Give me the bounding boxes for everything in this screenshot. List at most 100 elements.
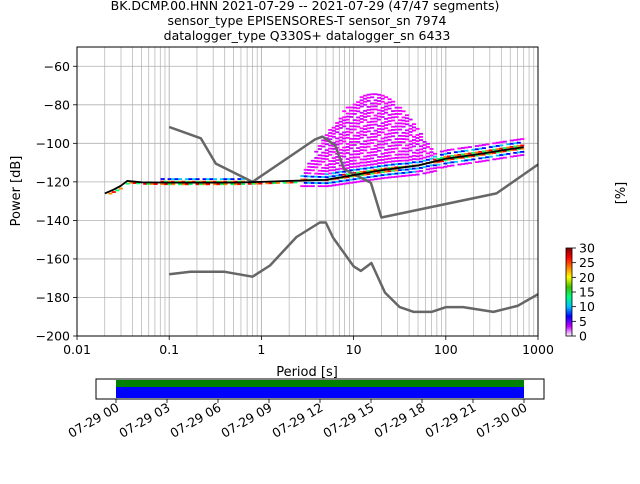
ppsd-cell: [317, 160, 322, 163]
ppsd-cell: [439, 150, 445, 153]
ppsd-cell: [331, 181, 336, 184]
ppsd-cell: [366, 179, 371, 182]
ppsd-cell: [481, 153, 486, 156]
ppsd-cell: [387, 151, 392, 154]
ppsd-cell: [398, 169, 403, 172]
ppsd-cell: [384, 124, 389, 127]
ppsd-cell: [363, 100, 368, 103]
ppsd-cell: [387, 113, 392, 116]
ppsd-cell: [481, 144, 486, 146]
ppsd-cell: [345, 158, 350, 160]
ppsd-cell: [408, 155, 413, 158]
ppsd-cell: [391, 147, 396, 150]
ppsd-cell: [422, 144, 427, 146]
x-tick-label: 1000: [522, 342, 554, 357]
ppsd-cell: [384, 173, 389, 176]
ppsd-cell: [310, 159, 315, 162]
ppsd-cell: [335, 174, 340, 177]
ppsd-cell: [178, 178, 183, 181]
ppsd-cell: [418, 160, 424, 163]
ppsd-cell: [317, 157, 322, 160]
ppsd-cell: [481, 160, 486, 162]
ppsd-cell: [398, 134, 403, 137]
ppsd-cell: [363, 149, 368, 152]
ppsd-histogram: [108, 93, 525, 195]
ppsd-cell: [502, 150, 507, 153]
ppsd-cell: [391, 169, 396, 172]
ppsd-cell: [422, 159, 427, 162]
ppsd-cell: [401, 162, 406, 165]
ppsd-cell: [429, 167, 434, 170]
colorbar-tick-label: 0: [579, 329, 587, 344]
ppsd-cell: [363, 94, 368, 97]
ppsd-cell: [366, 142, 371, 145]
ppsd-cell: [391, 160, 396, 163]
ppsd-cell: [118, 187, 123, 190]
ppsd-cell: [178, 183, 183, 186]
ppsd-cell: [342, 116, 347, 119]
ppsd-cell: [425, 171, 431, 174]
ppsd-cell: [411, 170, 417, 173]
ppsd-cell: [485, 156, 490, 159]
ppsd-cell: [391, 116, 396, 119]
ppsd-cell: [453, 157, 458, 160]
ppsd-cell: [314, 166, 319, 169]
ppsd-cell: [366, 173, 371, 176]
ppsd-cell: [342, 149, 347, 152]
ppsd-cell: [188, 180, 193, 183]
ppsd-cell: [164, 180, 169, 183]
ppsd-cell: [384, 136, 389, 139]
ppsd-cell: [342, 176, 347, 179]
ppsd-cell: [439, 157, 445, 159]
ppsd-cell: [363, 143, 368, 146]
ppsd-cell: [377, 115, 382, 118]
ppsd-cell: [321, 182, 326, 185]
x-axis: 0.01 0.1 1 10 100 1000: [63, 336, 554, 357]
ppsd-cell: [373, 93, 378, 96]
ppsd-cell: [450, 154, 455, 157]
ppsd-cell: [328, 184, 333, 187]
ppsd-cell: [495, 151, 500, 154]
ppsd-cell: [370, 133, 375, 135]
ppsd-cell: [342, 134, 347, 137]
ppsd-cell: [398, 156, 403, 159]
ppsd-cell: [338, 155, 343, 158]
ppsd-cell: [380, 140, 385, 143]
ppsd-cell: [345, 142, 350, 145]
ppsd-cell: [411, 145, 417, 148]
plot-frame: [76, 46, 539, 337]
ppsd-cell: [408, 127, 413, 130]
ppsd-cell: [387, 145, 392, 148]
ppsd-cell: [206, 180, 211, 183]
ppsd-cell: [408, 171, 413, 174]
ppsd-cell: [377, 93, 382, 96]
ppsd-cell: [377, 100, 382, 102]
ppsd-cell: [345, 182, 350, 185]
ppsd-cell: [321, 185, 326, 188]
ppsd-cell: [391, 110, 396, 112]
ppsd-cell: [398, 138, 403, 140]
ppsd-cell: [366, 99, 371, 102]
ppsd-cell: [380, 152, 385, 155]
x-tick-label: 0.1: [159, 342, 179, 357]
ppsd-cell: [342, 131, 347, 134]
ppsd-cell: [328, 163, 333, 165]
ppsd-cell: [513, 139, 518, 141]
ppsd-cell: [345, 176, 350, 179]
ppsd-cell: [425, 168, 431, 171]
ppsd-cell: [363, 128, 368, 130]
ppsd-cell: [418, 167, 424, 169]
ppsd-cell: [216, 180, 221, 183]
ppsd-cell: [474, 154, 479, 157]
ppsd-cell: [478, 144, 483, 147]
ppsd-cell: [331, 157, 336, 159]
ppsd-cell: [345, 127, 350, 130]
ppsd-cell: [384, 102, 389, 105]
ppsd-cell: [108, 192, 113, 195]
ppsd-cell: [380, 116, 385, 118]
ppsd-cell: [394, 153, 399, 156]
ppsd-cell: [408, 131, 413, 133]
ppsd-cell: [240, 178, 246, 180]
ppsd-cell: [359, 99, 364, 102]
ppsd-cell: [370, 136, 375, 138]
